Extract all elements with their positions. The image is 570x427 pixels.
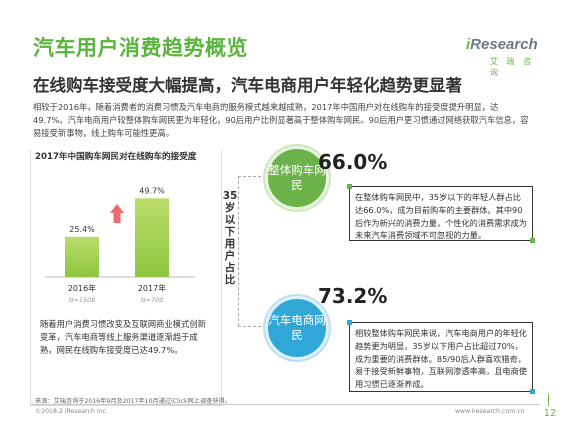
source-note: 来源：艾瑞咨询于2016年9月及2017年10月通过iClick网上调查获得。 bbox=[35, 398, 231, 405]
box-corner bbox=[347, 320, 352, 325]
segment-circle-overall: 整体购车网民 bbox=[265, 146, 329, 210]
x-tick-label: 2017年 bbox=[138, 283, 166, 293]
iresearch-logo: iResearch 艾 瑞 咨 询 bbox=[466, 32, 538, 77]
increase-arrow-icon bbox=[110, 204, 124, 223]
bar-2016年 bbox=[65, 236, 99, 277]
logo-wordmark: iResearch bbox=[466, 36, 538, 53]
sample-size-label: N=1508 bbox=[69, 296, 96, 304]
under-35-vertical-label: 35岁以下用户占比 bbox=[222, 190, 238, 286]
chart-frame bbox=[30, 150, 222, 406]
chart-title: 2017年中国购车网民对在线购车的接受度 bbox=[35, 152, 197, 162]
segment-percent-overall: 66.0% bbox=[318, 150, 388, 174]
connector-line bbox=[238, 176, 239, 326]
copyright: ©2018.2 iResearch Inc. bbox=[35, 408, 108, 415]
page-number-tick bbox=[548, 394, 549, 406]
footer-divider bbox=[30, 404, 540, 405]
bar-2017年 bbox=[135, 198, 169, 277]
connector-line bbox=[238, 176, 266, 177]
page-subtitle: 在线购车接受度大幅提高，汽车电商用户年轻化趋势更显著 bbox=[33, 76, 462, 95]
connector-line bbox=[238, 326, 266, 327]
segment-percent-ecommerce: 73.2% bbox=[318, 284, 388, 308]
segment-description-ecommerce: 相较整体购车网民来说，汽车电商用户的年轻化趋势更为明显，35岁以下用户占比超过7… bbox=[347, 320, 535, 394]
chart-note: 随着用户消费习惯改变及互联网商业模式创新变革，汽车电商等线上服务渠道逐渐趋于成熟… bbox=[40, 319, 206, 356]
page-number: 12 bbox=[543, 408, 557, 419]
segment-description-overall: 在整体购车网民中，35岁以下的年轻人群占比达66.0%，成为目前购车的主要群体。… bbox=[347, 184, 535, 243]
segment-description-text: 相较整体购车网民来说，汽车电商用户的年轻化趋势更为明显，35岁以下用户占比超过7… bbox=[355, 328, 527, 390]
segment-circle-ecommerce: 汽车电商网民 bbox=[265, 296, 329, 360]
box-corner bbox=[347, 184, 352, 189]
intro-paragraph: 相较于2016年，随着消费者的消费习惯及汽车电商的服务模式越来越成熟，2017年… bbox=[33, 102, 529, 138]
bar-value-label: 25.4% bbox=[69, 225, 95, 234]
box-corner bbox=[530, 389, 535, 394]
bar-value-label: 49.7% bbox=[139, 186, 165, 195]
page-title: 汽车用户消费趋势概览 bbox=[33, 36, 248, 60]
segment-description-text: 在整体购车网民中，35岁以下的年轻人群占比达66.0%，成为目前购车的主要群体。… bbox=[355, 192, 527, 241]
acceptance-bar-chart: 25.4% 2016年 N=1508 49.7% 2017年 N=700 bbox=[45, 186, 195, 304]
box-corner bbox=[530, 238, 535, 243]
sample-size-label: N=700 bbox=[141, 296, 164, 304]
logo-subtext: 艾 瑞 咨 询 bbox=[490, 57, 535, 77]
x-tick-label: 2016年 bbox=[68, 283, 96, 293]
website-url: www.iresearch.com.cn bbox=[455, 408, 525, 415]
